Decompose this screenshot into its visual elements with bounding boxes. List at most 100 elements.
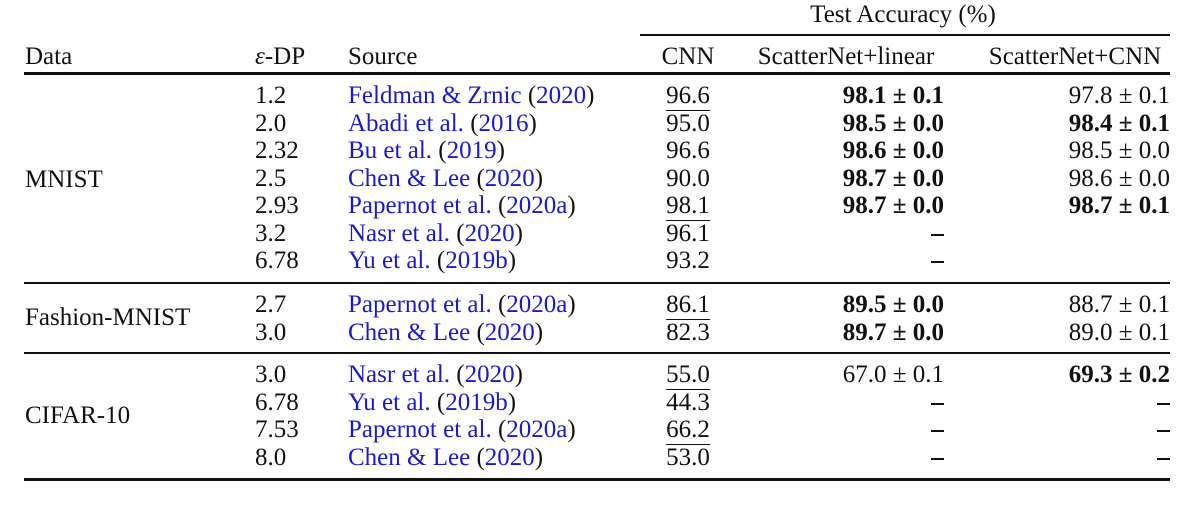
scatternet-linear-accuracy: 89.7 ± 0.0 xyxy=(842,318,944,346)
cnn-accuracy-value: 66.2 xyxy=(666,416,710,445)
citation-close-paren: ) xyxy=(496,137,505,164)
header-eps-suffix: -DP xyxy=(264,43,306,70)
scatternet-linear-accuracy xyxy=(931,417,944,442)
eps-value: 2.0 xyxy=(255,109,287,137)
citation-year: 2016 xyxy=(478,109,529,137)
citation-close-paren: ) xyxy=(507,388,517,416)
cnn-accuracy-value: 98.1 xyxy=(666,192,710,221)
source-citation: Chen & Lee (2020) xyxy=(348,166,543,191)
cnn-accuracy: 44.3 xyxy=(666,390,710,415)
cnn-accuracy-value: 44.3 xyxy=(666,388,710,416)
citation-author: Papernot et al. xyxy=(348,291,492,318)
eps-value: 3.2 xyxy=(255,219,287,247)
dataset-label: CIFAR-10 xyxy=(25,402,131,429)
cnn-accuracy: 96.6 xyxy=(666,138,710,163)
cnn-accuracy: 95.0 xyxy=(666,111,710,136)
eps-value: 3.0 xyxy=(255,318,287,346)
citation-open-paren: ( xyxy=(463,109,479,137)
dash-mark xyxy=(931,233,944,236)
citation-close-paren: ) xyxy=(514,219,523,247)
citation-open-paren: ( xyxy=(491,192,507,219)
citation-open-paren: ( xyxy=(430,388,446,416)
scatternet-linear-accuracy: 98.7 ± 0.0 xyxy=(842,164,944,192)
scatternet-cnn-accuracy xyxy=(1157,445,1170,470)
epsilon-symbol: ε xyxy=(255,43,265,70)
dash-mark xyxy=(1157,457,1170,460)
dataset-label: MNIST xyxy=(25,166,103,193)
citation-close-paren: ) xyxy=(534,164,544,192)
citation-author: Chen & Lee xyxy=(348,443,471,471)
header-rule xyxy=(24,72,1170,75)
source-citation: Nasr et al. (2020) xyxy=(348,221,523,246)
citation-close-paren: ) xyxy=(567,416,576,443)
citation-author: Chen & Lee xyxy=(348,164,471,192)
cnn-accuracy: 55.0 xyxy=(666,361,710,390)
scatternet-linear-accuracy xyxy=(931,390,944,415)
dash-mark xyxy=(1157,430,1170,433)
source-citation: Yu et al. (2019b) xyxy=(348,390,516,415)
source-citation: Chen & Lee (2020) xyxy=(348,445,543,470)
citation-author: Papernot et al. xyxy=(348,416,492,443)
eps-value: 6.78 xyxy=(255,388,299,416)
header-scatternet-linear: ScatterNet+linear xyxy=(757,43,935,70)
cnn-accuracy-value: 90.0 xyxy=(666,164,710,192)
citation-close-paren: ) xyxy=(514,361,523,388)
citation-author: Nasr et al. xyxy=(348,361,451,388)
cnn-accuracy-value: 86.1 xyxy=(666,291,710,320)
cnn-accuracy: 66.2 xyxy=(666,416,710,445)
scatternet-linear-accuracy: 89.5 ± 0.0 xyxy=(842,291,944,318)
citation-close-paren: ) xyxy=(534,443,544,471)
citation-year: 2020 xyxy=(536,82,587,109)
cnn-accuracy: 82.3 xyxy=(666,320,710,345)
citation-close-paren: ) xyxy=(507,247,517,274)
scatternet-linear-accuracy: 98.1 ± 0.1 xyxy=(842,82,944,109)
citation-open-paren: ( xyxy=(521,82,537,109)
eps-value: 3.0 xyxy=(255,361,287,388)
source-citation: Bu et al. (2019) xyxy=(348,138,505,163)
citation-open-paren: ( xyxy=(432,137,447,164)
source-citation: Papernot et al. (2020a) xyxy=(348,292,576,317)
scatternet-cnn-accuracy xyxy=(1157,390,1170,415)
eps-value: 2.93 xyxy=(255,192,299,219)
cnn-accuracy: 86.1 xyxy=(666,291,710,320)
eps-value: 2.32 xyxy=(255,137,299,164)
group-separator-2 xyxy=(24,352,1170,354)
citation-open-paren: ( xyxy=(470,318,485,346)
citation-author: Chen & Lee xyxy=(348,318,471,346)
citation-year: 2020a xyxy=(506,291,568,318)
eps-value: 1.2 xyxy=(255,82,287,109)
dash-mark xyxy=(931,261,944,264)
source-citation: Nasr et al. (2020) xyxy=(348,362,523,387)
test-accuracy-group-header: Test Accuracy (%) xyxy=(810,1,996,28)
header-scatternet-cnn: ScatterNet+CNN xyxy=(988,43,1162,70)
citation-open-paren: ( xyxy=(491,416,507,443)
citation-year: 2019b xyxy=(445,247,508,274)
scatternet-linear-accuracy xyxy=(931,221,944,246)
eps-value: 6.78 xyxy=(255,247,299,274)
cnn-accuracy-value: 96.6 xyxy=(666,82,710,111)
citation-year: 2020 xyxy=(484,164,535,192)
cnn-accuracy: 93.2 xyxy=(666,248,710,273)
citation-open-paren: ( xyxy=(450,219,465,247)
citation-year: 2020a xyxy=(506,416,568,443)
scatternet-cnn-accuracy: 98.4 ± 0.1 xyxy=(1068,109,1170,137)
cnn-accuracy: 90.0 xyxy=(666,166,710,191)
citation-author: Papernot et al. xyxy=(348,192,492,219)
header-eps-dp: ε-DP xyxy=(255,44,305,69)
eps-value: 7.53 xyxy=(255,416,299,443)
citation-year: 2020 xyxy=(464,219,515,247)
citation-year: 2020a xyxy=(506,192,568,219)
cnn-accuracy: 53.0 xyxy=(666,445,710,470)
citation-open-paren: ( xyxy=(491,291,507,318)
cnn-accuracy: 96.6 xyxy=(666,82,710,111)
scatternet-cnn-accuracy xyxy=(1157,417,1170,442)
citation-year: 2020 xyxy=(484,318,535,346)
scatternet-cnn-accuracy: 88.7 ± 0.1 xyxy=(1068,291,1170,318)
scatternet-cnn-accuracy: 97.8 ± 0.1 xyxy=(1068,82,1170,109)
cnn-accuracy-value: 96.1 xyxy=(666,219,710,247)
eps-value: 2.7 xyxy=(255,291,287,318)
dataset-label: Fashion-MNIST xyxy=(25,304,191,331)
citation-author: Yu et al. xyxy=(348,247,431,274)
scatternet-cnn-accuracy: 98.7 ± 0.1 xyxy=(1068,192,1170,219)
source-citation: Yu et al. (2019b) xyxy=(348,248,516,273)
